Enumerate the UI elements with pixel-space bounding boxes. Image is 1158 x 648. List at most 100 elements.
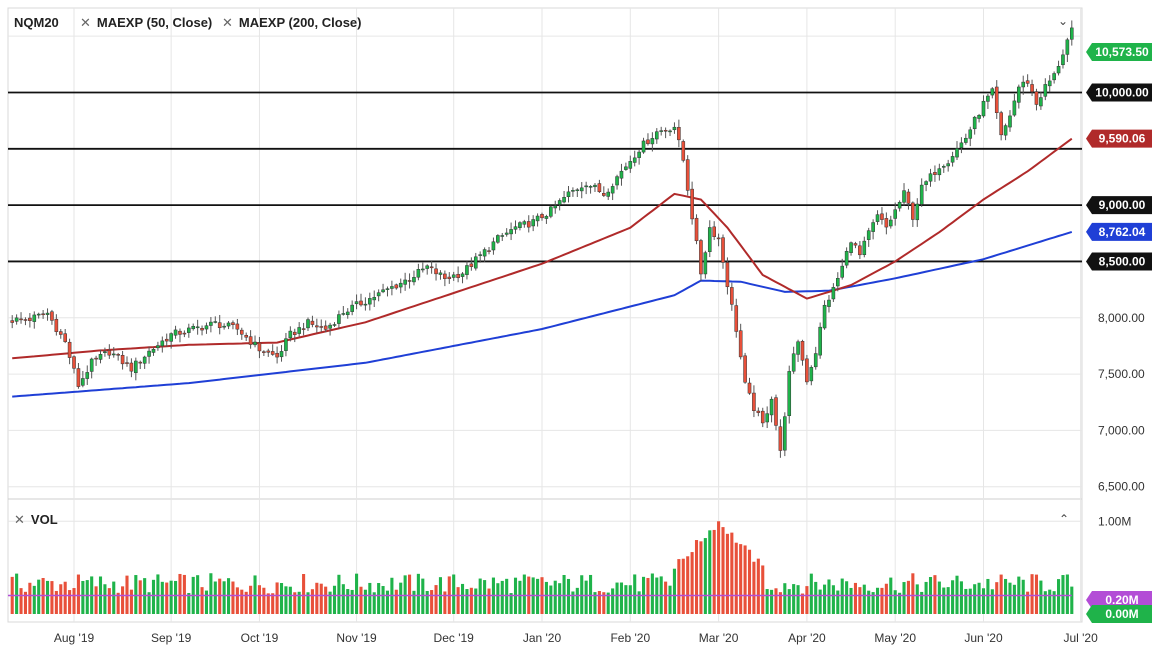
volume-bar [271,593,275,614]
volume-bar [421,578,425,614]
volume-bar [156,574,160,614]
volume-bar [783,583,787,614]
candle [619,170,624,179]
candle [672,126,677,131]
volume-bar [85,580,89,614]
candle [195,326,200,329]
volume-bar [1021,579,1025,614]
volume-bar [875,587,880,614]
candle [354,301,359,305]
volume-bar [408,574,412,614]
volume-bar [637,591,641,614]
volume-bar [942,587,946,614]
volume-bar [628,585,632,614]
candle [535,215,540,222]
candle [500,235,505,237]
candle [372,297,377,301]
candle [319,326,324,328]
candle [478,254,482,256]
candle [394,284,399,289]
volume-bar [244,591,248,614]
candle [1017,86,1021,103]
volume-bar [430,590,434,614]
volume-bar [593,592,597,614]
axes: 6,500.00 7,000.00 7,500.00 8,000.00 1.00M Aug… [54,311,1145,645]
volume-bar [964,588,968,614]
volume-label: VOL [30,512,58,527]
candle [646,139,650,145]
candle [142,356,147,364]
candle [107,350,112,356]
ema50-line [12,137,1073,360]
volume-bar [765,589,769,614]
candle [849,242,853,253]
candle [615,176,619,186]
volume-bar [1057,579,1061,614]
candle [968,129,973,139]
volume-bar [633,574,637,614]
volume-bar [1043,591,1047,614]
volume-bar [15,573,19,614]
candle [765,413,769,423]
candle [836,278,840,287]
volume-bar [341,584,345,614]
candle [522,221,527,225]
candle [924,181,928,185]
candle [103,351,107,353]
x-tick-label: Jan '20 [523,631,562,645]
candle [257,342,262,352]
volume-bar [853,582,858,614]
candle [482,249,487,257]
candle [315,325,319,328]
chevron-down-icon[interactable]: ⌄ [1058,14,1069,28]
candle [381,289,385,293]
remove-ema50-button[interactable]: ✕ [80,15,91,30]
volume-bar [372,592,376,614]
candle [226,322,231,327]
price-badge: 9,000.00 [1099,198,1146,212]
candle [72,356,76,369]
volume-bar [774,588,778,614]
volume-bar [615,582,619,614]
symbol-label: NQM20 [14,15,59,30]
volume-bar [973,584,977,614]
x-tick-label: Nov '19 [336,631,377,645]
volume-bar [355,573,359,614]
volume-bar [518,580,522,614]
volume-bar [553,580,557,614]
candle [526,221,531,228]
candle [1065,39,1070,55]
candle [659,130,663,132]
volume-bar [690,552,694,614]
volume-bar [831,585,835,614]
candle [125,362,129,364]
remove-volume-button[interactable]: ✕ [14,512,25,527]
volume-bar [350,589,354,614]
candle [707,227,712,252]
price-badge-bg [1086,252,1152,271]
candle [588,186,593,188]
candle [292,331,297,335]
candle [866,230,871,240]
volume-bar [858,587,862,614]
volume-bar [324,586,328,614]
candle [544,216,549,219]
volume-bar [827,579,831,614]
chevron-up-icon[interactable]: ⌃ [1059,512,1070,526]
volume-bar [302,574,306,614]
candle [897,201,902,209]
candle [398,282,403,288]
candle [85,372,90,379]
candle [496,235,500,243]
candle [584,185,588,188]
volume-bar [650,573,654,614]
volume-bar [1012,584,1016,614]
plot-frame [7,7,1083,623]
remove-ema200-button[interactable]: ✕ [222,15,233,30]
volume-bar [787,589,791,614]
volume-bar [624,585,628,614]
candle [694,217,699,242]
candle [187,327,191,333]
volume-bar [76,574,80,614]
